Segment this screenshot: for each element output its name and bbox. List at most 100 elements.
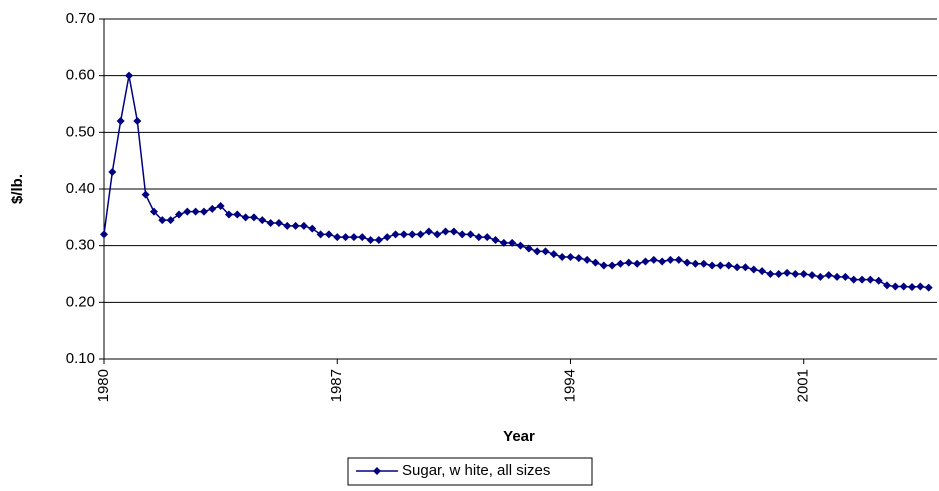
data-marker — [291, 221, 300, 230]
y-tick-label: 0.10 — [66, 350, 95, 367]
data-marker — [483, 233, 492, 242]
data-marker — [924, 283, 933, 292]
data-marker — [308, 224, 317, 233]
data-marker — [516, 241, 525, 250]
data-marker — [658, 257, 667, 266]
x-tick-label: 2001 — [795, 369, 812, 402]
data-marker — [649, 255, 658, 264]
data-marker — [641, 257, 650, 266]
data-marker — [149, 207, 158, 216]
data-marker — [199, 207, 208, 216]
data-marker — [116, 117, 125, 125]
data-marker — [824, 271, 833, 280]
x-tick-label: 1994 — [561, 369, 578, 402]
data-marker — [616, 259, 625, 268]
data-marker — [283, 221, 292, 230]
data-marker — [141, 190, 150, 199]
data-marker — [916, 282, 925, 291]
data-marker — [100, 230, 108, 239]
data-marker — [191, 207, 200, 216]
data-marker — [299, 221, 308, 230]
data-marker — [366, 236, 375, 244]
data-marker — [441, 227, 450, 236]
x-tick-label: 1980 — [95, 369, 112, 402]
data-marker — [524, 244, 533, 253]
data-marker — [633, 259, 642, 268]
data-marker — [733, 263, 742, 272]
legend-marker — [373, 467, 381, 475]
data-marker — [833, 272, 842, 281]
data-marker — [316, 230, 325, 239]
data-marker — [391, 230, 400, 239]
data-marker — [433, 230, 442, 239]
data-marker — [133, 117, 142, 125]
data-marker — [533, 247, 542, 256]
data-marker — [449, 227, 458, 236]
data-marker — [349, 233, 358, 242]
data-marker — [583, 255, 592, 264]
data-marker — [708, 261, 717, 270]
data-marker — [899, 282, 908, 291]
data-marker — [699, 259, 708, 268]
data-marker — [841, 272, 850, 281]
data-marker — [683, 258, 692, 267]
data-marker — [599, 261, 608, 270]
data-marker — [174, 210, 183, 219]
data-marker — [241, 213, 250, 222]
data-marker — [408, 230, 417, 239]
data-marker — [791, 270, 800, 278]
data-marker — [216, 202, 225, 210]
data-marker — [891, 282, 900, 291]
data-marker — [508, 238, 517, 247]
data-marker — [108, 168, 117, 176]
data-marker — [158, 216, 167, 225]
data-marker — [858, 275, 867, 284]
data-marker — [874, 276, 883, 285]
data-marker — [849, 275, 858, 284]
data-marker — [558, 253, 567, 261]
data-marker — [258, 216, 267, 225]
data-marker — [883, 281, 892, 290]
data-marker — [474, 233, 483, 242]
data-marker — [574, 254, 583, 263]
data-marker — [424, 227, 433, 236]
data-marker — [908, 283, 917, 292]
data-marker — [333, 233, 342, 242]
data-marker — [166, 216, 175, 225]
x-axis-title: Year — [503, 428, 535, 445]
data-marker — [383, 233, 392, 242]
data-marker — [724, 261, 733, 270]
data-marker — [249, 213, 258, 222]
data-marker — [208, 204, 217, 213]
data-marker — [816, 272, 825, 281]
data-marker — [591, 258, 600, 267]
y-tick-label: 0.40 — [66, 180, 95, 197]
data-marker — [324, 230, 333, 239]
data-marker — [358, 233, 367, 242]
data-marker — [716, 261, 725, 270]
data-marker — [866, 275, 875, 284]
data-marker — [808, 271, 817, 280]
data-marker — [399, 230, 408, 239]
data-line — [103, 75, 929, 289]
data-marker — [674, 255, 683, 264]
data-marker — [341, 233, 350, 242]
y-tick-label: 0.50 — [66, 123, 95, 140]
data-marker — [774, 270, 783, 278]
data-marker — [466, 230, 475, 239]
data-marker — [624, 258, 633, 267]
y-tick-label: 0.20 — [66, 293, 95, 310]
data-marker — [374, 236, 383, 244]
data-marker — [608, 261, 617, 270]
data-marker — [266, 219, 275, 227]
data-marker — [758, 267, 767, 276]
y-tick-label: 0.60 — [66, 67, 95, 84]
data-marker — [491, 236, 500, 244]
legend-label: Sugar, w hite, all sizes — [402, 462, 550, 479]
x-tick-label: 1987 — [328, 369, 345, 402]
data-marker — [416, 230, 425, 239]
y-tick-label: 0.70 — [66, 10, 95, 27]
data-marker — [224, 210, 233, 219]
data-marker — [666, 255, 675, 264]
